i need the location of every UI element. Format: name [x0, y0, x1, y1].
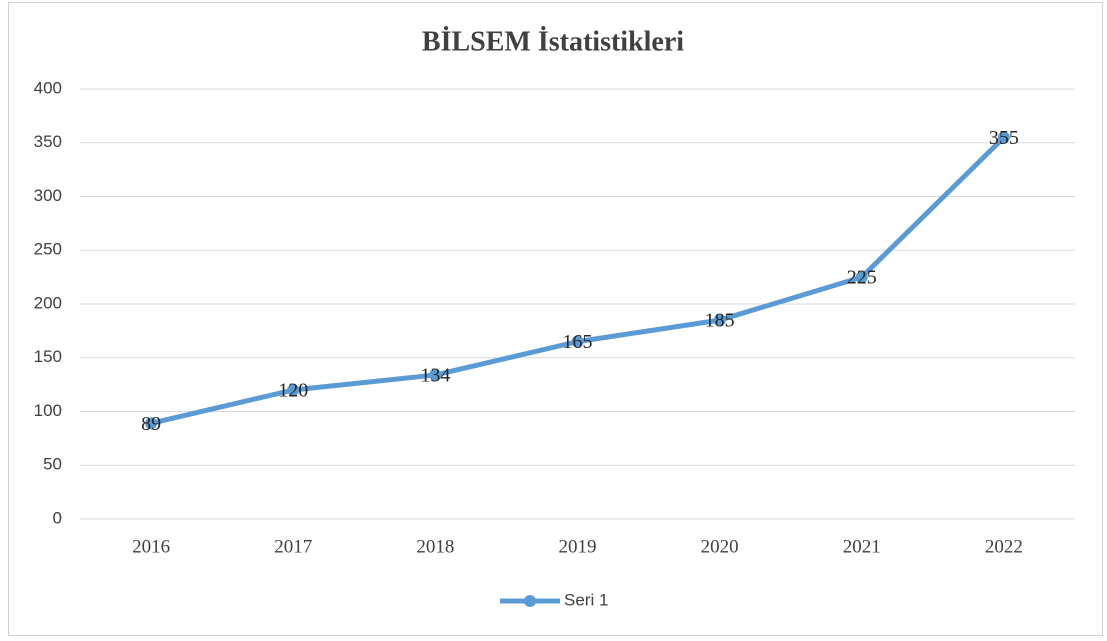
chart-frame	[8, 2, 1103, 636]
point-marker	[429, 368, 442, 381]
chart-title: BİLSEM İstatistikleri	[422, 26, 684, 57]
data-label: 225	[847, 267, 877, 289]
legend-marker	[524, 595, 536, 607]
y-tick-label: 400	[34, 78, 62, 97]
x-tick-label: 2020	[701, 536, 739, 557]
x-tick-label: 2022	[985, 536, 1023, 557]
legend-label: Seri 1	[564, 590, 608, 609]
point-marker	[145, 417, 158, 430]
data-label: 134	[420, 365, 450, 387]
point-marker	[855, 271, 868, 284]
x-tick-label: 2019	[559, 536, 597, 557]
data-label: 165	[563, 331, 593, 353]
data-label: 89	[141, 413, 161, 435]
point-marker	[997, 131, 1010, 144]
data-label: 185	[705, 310, 735, 332]
point-marker	[571, 335, 584, 348]
data-label: 120	[278, 380, 308, 402]
point-marker	[713, 314, 726, 327]
data-label: 355	[989, 127, 1019, 149]
y-tick-label: 350	[34, 132, 62, 151]
y-tick-label: 300	[34, 186, 62, 205]
y-tick-label: 150	[34, 347, 62, 366]
x-tick-label: 2017	[274, 536, 312, 557]
y-tick-label: 50	[43, 455, 62, 474]
y-tick-label: 100	[34, 401, 62, 420]
x-tick-label: 2016	[132, 536, 170, 557]
x-tick-label: 2021	[843, 536, 881, 557]
point-marker	[287, 384, 300, 396]
x-tick-label: 2018	[416, 536, 454, 557]
y-tick-label: 200	[34, 293, 62, 312]
y-tick-label: 250	[34, 240, 62, 259]
y-tick-label: 0	[53, 508, 62, 527]
